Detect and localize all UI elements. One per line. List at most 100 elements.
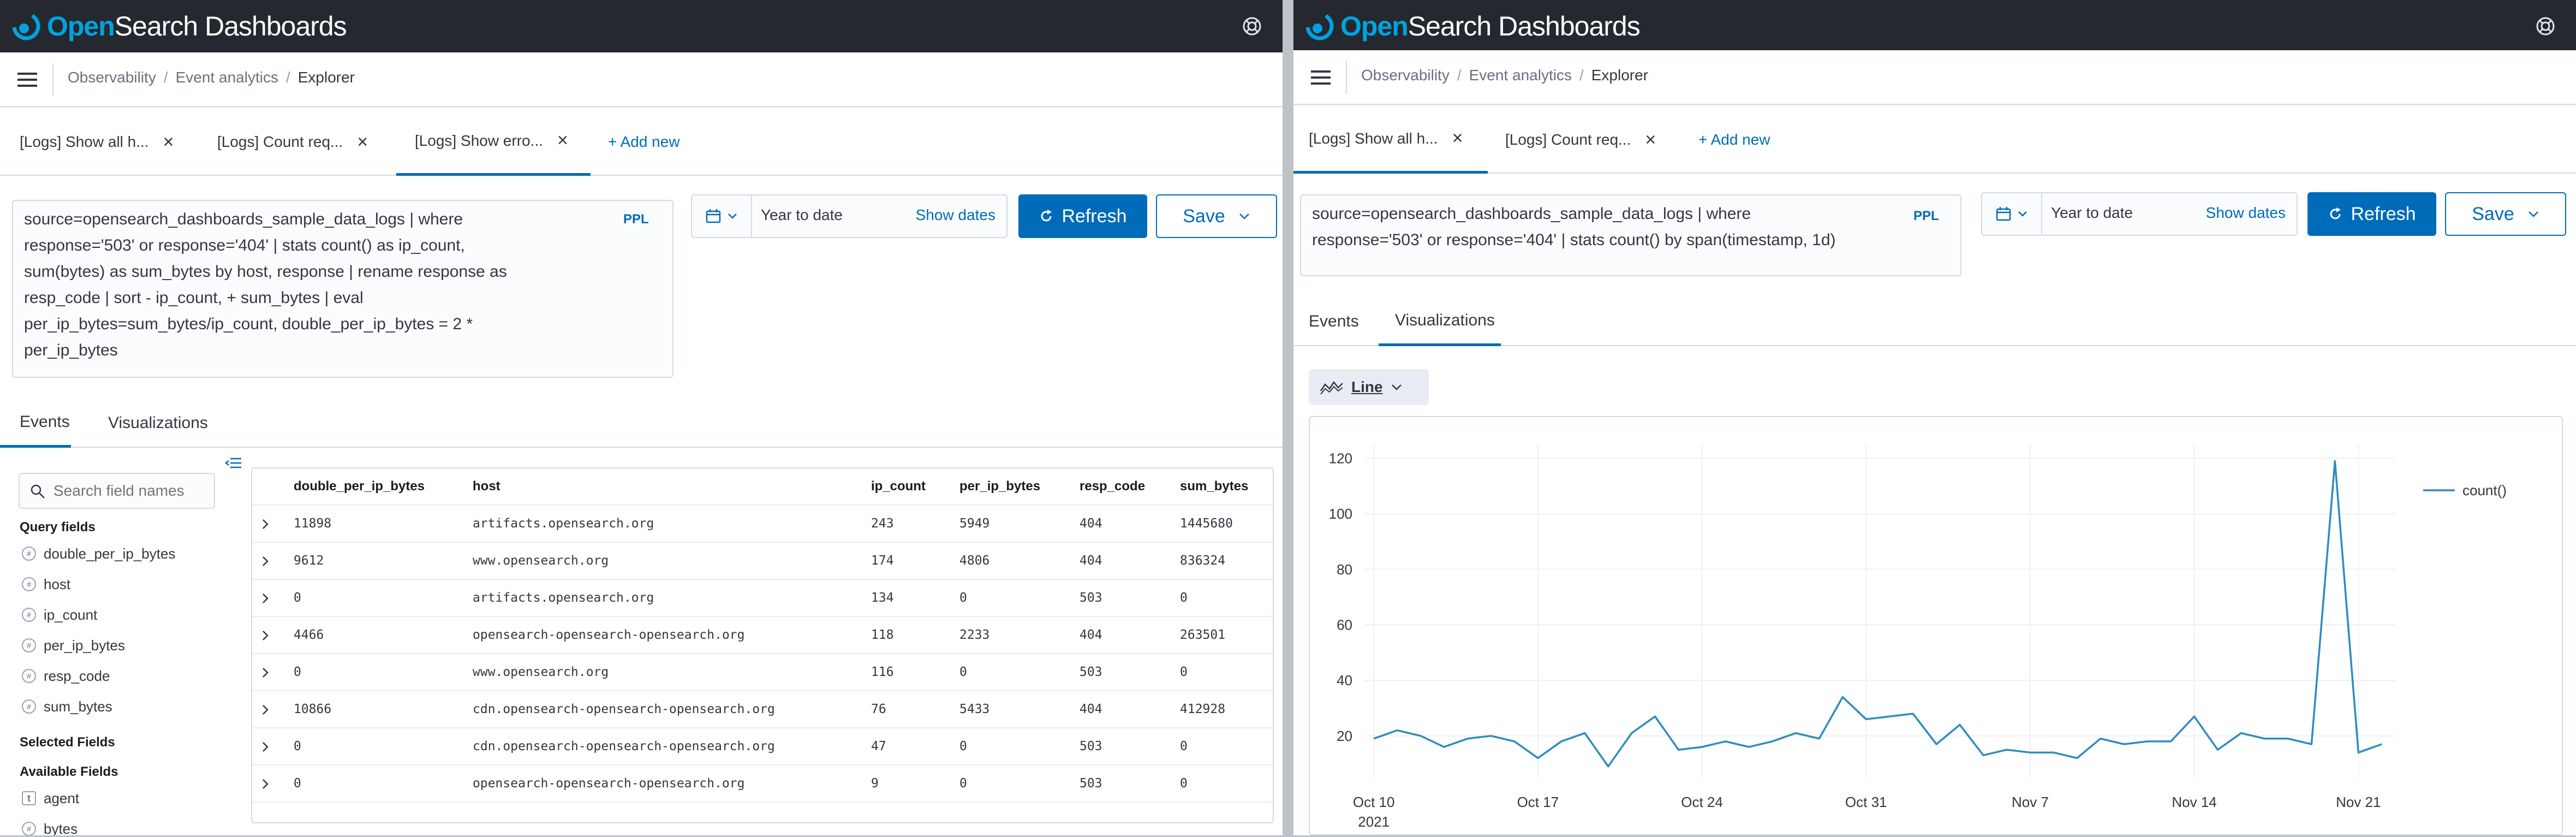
series-line-count [1373, 460, 2382, 768]
y-tick-label: 80 [1337, 561, 1352, 578]
breadcrumb: Observability / Event analytics / Explor… [1361, 67, 1648, 84]
query-tab-count-requests[interactable]: [Logs] Count req... × [1505, 106, 1685, 174]
number-type-icon: # [22, 669, 36, 683]
close-tab-icon[interactable]: × [1452, 128, 1463, 149]
expand-row-icon[interactable] [259, 702, 272, 717]
save-button[interactable]: Save [2445, 192, 2566, 236]
column-header[interactable]: per_ip_bytes [959, 479, 1041, 494]
table-cell: cdn.opensearch-opensearch-opensearch.org [473, 702, 775, 716]
tab-visualizations[interactable]: Visualizations [108, 414, 208, 432]
tab-events[interactable]: Events [1309, 312, 1359, 330]
column-header[interactable]: resp_code [1080, 479, 1146, 494]
date-picker[interactable]: Year to date Show dates [691, 194, 1007, 238]
expand-row-icon[interactable] [259, 776, 272, 792]
query-line: resp_code | sort - ip_count, + sum_bytes… [24, 289, 363, 307]
table-row[interactable]: 0 cdn.opensearch-opensearch-opensearch.or… [252, 728, 1273, 765]
field-bytes[interactable]: # bytes [22, 818, 77, 835]
refresh-button[interactable]: Refresh [2307, 192, 2436, 236]
field-name: resp_code [44, 667, 110, 684]
field-agent[interactable]: t agent [22, 787, 79, 809]
field-ip-count[interactable]: # ip_count [22, 604, 97, 626]
opensearch-logo[interactable]: OpenSearch Dashboards [12, 7, 347, 46]
query-tab-count-requests[interactable]: [Logs] Count req... × [217, 108, 397, 176]
table-row[interactable]: 0 opensearch-opensearch-opensearch.org 9 0 5… [252, 765, 1273, 803]
query-textarea[interactable]: source=opensearch_dashboards_sample_data… [12, 200, 673, 378]
column-header[interactable]: ip_count [871, 479, 926, 494]
save-button[interactable]: Save [1156, 194, 1277, 238]
query-tab-label: [Logs] Count req... [217, 133, 343, 150]
field-sum-bytes[interactable]: # sum_bytes [22, 696, 112, 717]
top-header: OpenSearch Dashboards [1293, 0, 2576, 52]
breadcrumb-observability[interactable]: Observability [1361, 67, 1450, 84]
query-textarea[interactable]: source=opensearch_dashboards_sample_data… [1300, 194, 1961, 276]
table-cell: 404 [1080, 628, 1102, 642]
field-double-per-ip-bytes[interactable]: # double_per_ip_bytes [22, 543, 175, 565]
help-icon[interactable] [2535, 15, 2556, 37]
events-table: double_per_ip_bytes host ip_count per_ip… [251, 467, 1274, 823]
table-cell: 11898 [294, 517, 332, 531]
field-name: sum_bytes [44, 698, 112, 715]
expand-row-icon[interactable] [259, 739, 272, 755]
quick-select-button[interactable] [1982, 193, 2042, 235]
close-tab-icon[interactable]: × [357, 131, 368, 152]
add-new-tab-button[interactable]: + Add new [608, 133, 680, 150]
column-header[interactable]: host [473, 479, 500, 494]
search-field-names-input[interactable] [53, 479, 206, 502]
menu-icon[interactable] [16, 70, 38, 90]
field-sidebar: Query fields #double_per_ip_bytes #host … [0, 468, 240, 835]
field-per-ip-bytes[interactable]: # per_ip_bytes [22, 634, 125, 656]
close-tab-icon[interactable]: × [163, 131, 174, 152]
expand-row-icon[interactable] [259, 628, 272, 643]
field-search[interactable] [19, 473, 215, 509]
column-header[interactable]: sum_bytes [1180, 479, 1249, 494]
refresh-button[interactable]: Refresh [1018, 194, 1147, 238]
table-cell: 412928 [1180, 702, 1226, 716]
expand-row-icon[interactable] [259, 554, 272, 569]
table-row[interactable]: 10866 cdn.opensearch-opensearch-opensearc… [252, 691, 1273, 728]
visualization-type-select[interactable]: Line [1309, 369, 1429, 405]
show-dates-link[interactable]: Show dates [2205, 204, 2286, 221]
breadcrumb-event-analytics[interactable]: Event analytics [175, 69, 278, 86]
table-cell: 76 [871, 702, 886, 716]
table-cell: 0 [1180, 739, 1188, 753]
add-new-tab-button[interactable]: + Add new [1698, 131, 1770, 148]
query-line: per_ip_bytes=sum_bytes/ip_count, double_… [24, 315, 473, 333]
quick-select-button[interactable] [692, 195, 752, 237]
expand-row-icon[interactable] [259, 517, 272, 532]
column-header[interactable]: double_per_ip_bytes [294, 479, 425, 494]
query-tab-show-all[interactable]: [Logs] Show all h... × [20, 108, 205, 176]
expand-row-icon[interactable] [259, 665, 272, 680]
query-tab-show-all[interactable]: [Logs] Show all h... × [1293, 106, 1488, 174]
field-host[interactable]: # host [22, 573, 70, 595]
show-dates-link[interactable]: Show dates [915, 206, 995, 223]
number-type-icon: # [22, 822, 36, 835]
close-tab-icon[interactable]: × [1645, 129, 1656, 150]
date-picker[interactable]: Year to date Show dates [1981, 192, 2298, 236]
table-row[interactable]: 11898 artifacts.opensearch.org 243 5949 404 1… [252, 506, 1273, 543]
field-resp-code[interactable]: # resp_code [22, 665, 110, 687]
brand-rest: Search Dashboards [114, 11, 347, 41]
table-cell: 0 [294, 739, 301, 753]
tab-visualizations[interactable]: Visualizations [1379, 297, 1501, 346]
tab-events[interactable]: Events [0, 399, 71, 448]
table-row[interactable]: 0 www.opensearch.org 116 0 503 0 [252, 654, 1273, 691]
breadcrumb-observability[interactable]: Observability [68, 69, 156, 86]
collapse-sidebar-icon[interactable] [225, 456, 242, 470]
opensearch-logo[interactable]: OpenSearch Dashboards [1305, 7, 1641, 46]
expand-row-icon[interactable] [259, 591, 272, 606]
help-icon[interactable] [1241, 15, 1263, 37]
table-row[interactable]: 4466 opensearch-opensearch-opensearch.org… [252, 617, 1273, 654]
x-tick-label: Nov 7 [2012, 794, 2049, 810]
breadcrumb-event-analytics[interactable]: Event analytics [1469, 67, 1572, 84]
close-tab-icon[interactable]: × [557, 130, 568, 151]
table-cell: 404 [1080, 554, 1102, 568]
y-tick-label: 40 [1337, 672, 1352, 688]
search-icon [31, 484, 45, 498]
menu-icon[interactable] [1310, 68, 1332, 87]
table-row[interactable]: 0 artifacts.opensearch.org 134 0 503 0 [252, 580, 1273, 617]
ppl-badge[interactable]: PPL [623, 212, 649, 227]
x-tick-label: Nov 21 [2336, 794, 2381, 810]
table-row[interactable]: 9612 www.opensearch.org 174 4806 404 836324 [252, 543, 1273, 580]
query-tab-show-errors[interactable]: [Logs] Show erro... × [396, 108, 591, 176]
ppl-badge[interactable]: PPL [1913, 209, 1939, 223]
